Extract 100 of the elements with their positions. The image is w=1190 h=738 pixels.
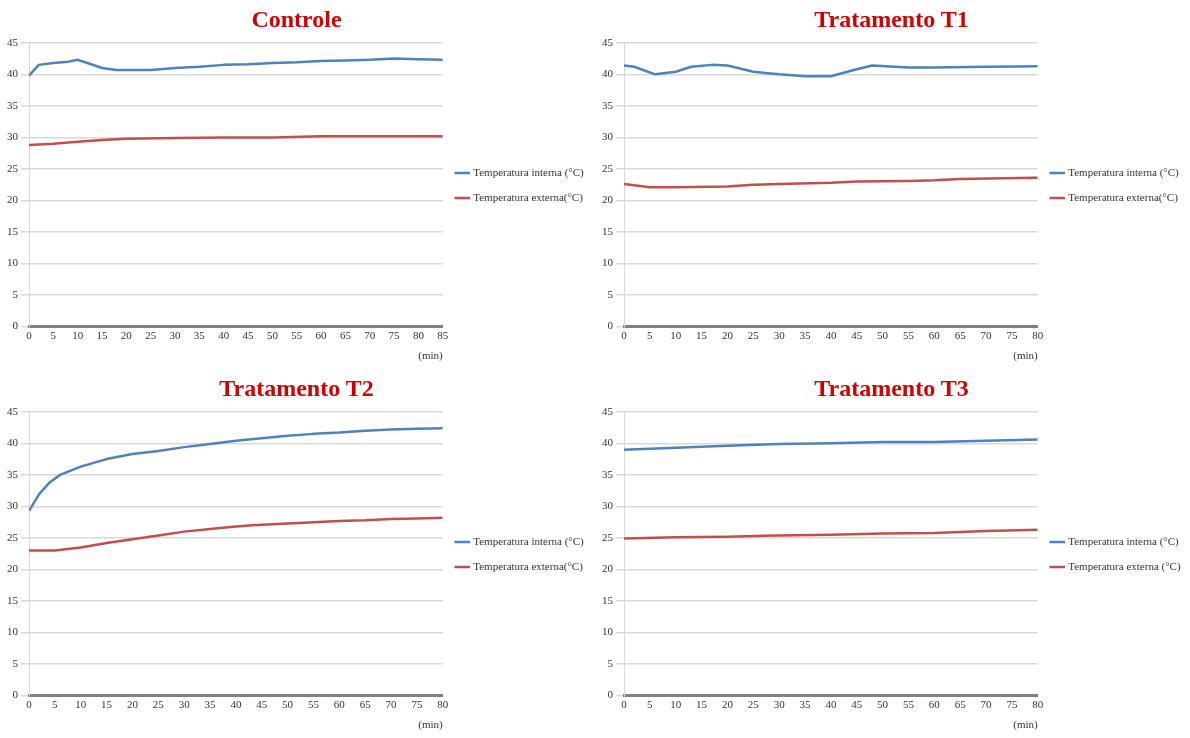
x-tick-label: 60 [928,698,941,711]
x-tick-label: 10 [670,698,682,711]
y-tick-label: 5 [607,287,614,300]
y-tick-label: 5 [12,287,19,300]
x-tick-label: 55 [902,329,915,342]
x-tick-label: 75 [1006,329,1018,342]
x-tick-label: 20 [126,698,139,711]
x-tick-label: 60 [315,329,328,342]
y-tick-label: 45 [602,404,614,417]
x-tick-label: 65 [954,698,967,711]
x-tick-label: 20 [721,329,734,342]
x-tick-label: 80 [412,329,425,342]
x-tick-label: 25 [152,698,165,711]
y-tick-label: 30 [602,499,614,512]
y-tick-label: 0 [12,688,19,701]
x-tick-label: 50 [266,329,279,342]
x-tick-label: 15 [696,329,708,342]
x-tick-label: 85 [437,329,449,342]
y-tick-label: 25 [602,530,614,543]
x-tick-label: 75 [411,698,423,711]
x-tick-label: 80 [1032,329,1044,342]
x-tick-label: 65 [359,698,372,711]
chart-title: Tratamento T1 [814,5,969,32]
x-tick-label: 0 [621,698,628,711]
x-tick-label: 25 [747,329,760,342]
x-tick-label: 80 [1032,698,1044,711]
y-tick-label: 25 [7,161,19,174]
x-tick-label: 35 [204,698,217,711]
x-tick-label: 25 [747,698,760,711]
x-tick-label: 60 [333,698,346,711]
x-tick-label: 70 [364,329,376,342]
y-tick-label: 30 [7,499,19,512]
y-tick-label: 20 [7,193,19,206]
x-tick-label: 30 [773,698,786,711]
y-tick-label: 35 [602,467,614,480]
y-tick-label: 30 [602,130,614,143]
x-axis-title: (min) [418,349,444,363]
y-tick-label: 40 [602,436,614,449]
x-tick-label: 55 [291,329,303,342]
x-tick-label: 35 [799,698,812,711]
x-tick-label: 80 [437,698,449,711]
legend-label: Temperatura externa(°C) [1068,190,1179,204]
x-tick-label: 70 [980,329,993,342]
x-tick-label: 45 [256,698,268,711]
x-axis-title: (min) [1013,718,1039,732]
x-tick-label: 30 [773,329,786,342]
chart-title: Tratamento T3 [814,374,969,401]
chart-title: Tratamento T2 [219,374,374,401]
legend-label: Temperatura externa(°C) [473,559,584,573]
legend-label: Temperatura interna (°C) [473,534,585,548]
x-tick-label: 50 [877,698,889,711]
x-tick-label: 15 [101,698,113,711]
y-tick-label: 10 [7,256,19,269]
x-axis-title: (min) [1013,349,1039,363]
y-tick-label: 15 [7,224,19,237]
y-tick-label: 40 [7,436,19,449]
chart-title: Controle [251,5,342,32]
x-tick-label: 15 [96,329,109,342]
y-tick-label: 0 [12,319,19,332]
x-tick-label: 25 [145,329,157,342]
x-tick-label: 30 [169,329,182,342]
legend-label: Temperatura interna (°C) [473,165,585,179]
x-tick-label: 20 [120,329,133,342]
y-tick-label: 20 [602,562,614,575]
y-tick-label: 5 [607,656,614,669]
x-tick-label: 10 [75,698,87,711]
y-tick-label: 15 [602,224,614,237]
x-tick-label: 15 [696,698,708,711]
y-tick-label: 10 [602,256,614,269]
legend-label: Temperatura externa (°C) [1068,559,1181,573]
y-tick-label: 45 [7,404,19,417]
x-tick-label: 5 [647,329,654,342]
y-tick-label: 0 [607,319,614,332]
x-tick-label: 60 [928,329,941,342]
x-tick-label: 5 [647,698,654,711]
x-tick-label: 0 [26,698,33,711]
x-tick-label: 75 [388,329,401,342]
y-tick-label: 20 [7,562,19,575]
y-tick-label: 5 [12,656,19,669]
x-tick-label: 45 [851,329,863,342]
legend-label: Temperatura externa(°C) [473,190,584,204]
y-tick-label: 40 [602,67,614,80]
x-tick-label: 55 [902,698,915,711]
y-tick-label: 10 [602,625,614,638]
y-tick-label: 40 [7,67,19,80]
legend-label: Temperatura interna (°C) [1068,534,1180,548]
y-tick-label: 20 [602,193,614,206]
x-tick-label: 40 [230,698,242,711]
x-tick-label: 5 [52,698,59,711]
x-tick-label: 0 [621,329,628,342]
y-tick-label: 25 [7,530,19,543]
x-tick-label: 40 [218,329,230,342]
x-tick-label: 20 [721,698,734,711]
x-tick-label: 70 [385,698,398,711]
x-tick-label: 35 [799,329,812,342]
y-tick-label: 30 [7,130,19,143]
y-tick-label: 10 [7,625,19,638]
x-tick-label: 10 [670,329,682,342]
x-tick-label: 40 [825,329,837,342]
x-tick-label: 45 [242,329,255,342]
